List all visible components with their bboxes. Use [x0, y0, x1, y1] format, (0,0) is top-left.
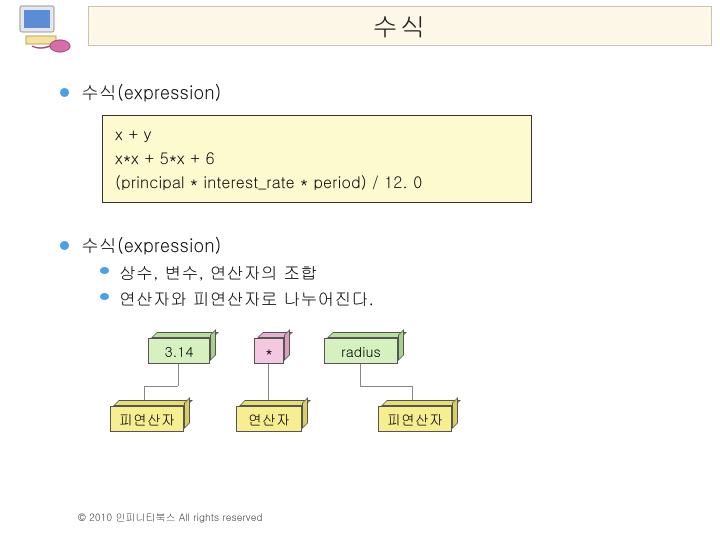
code-line: x*x + 5*x + 6 [115, 146, 519, 170]
label-text: 피연산자 [119, 409, 175, 429]
slide-title: 수식 [372, 8, 428, 44]
label-text: 피연산자 [387, 409, 443, 429]
connector-line [178, 364, 179, 386]
bullet-text-2: 수식(expression) [81, 233, 221, 258]
bullet-dot-icon [100, 267, 109, 274]
operand-box-1: 3.14 [148, 338, 210, 364]
operand-value: 3.14 [165, 341, 194, 361]
code-line: (principal * interest_rate * period) / 1… [115, 170, 519, 194]
operand-box-2: radius [324, 338, 398, 364]
code-line: x + y [115, 122, 519, 146]
bullet-text-1: 수식(expression) [81, 80, 221, 105]
bullet-dot-icon [60, 241, 69, 250]
computer-icon [10, 2, 76, 54]
operand-value: radius [341, 341, 381, 361]
operator-value: * [266, 341, 273, 361]
connector-line [360, 386, 412, 387]
label-box-operand-1: 피연산자 [110, 406, 184, 432]
label-box-operator: 연산자 [236, 406, 302, 432]
copyright-footer: © 2010 인피니티북스 All rights reserved [78, 510, 262, 524]
title-bar: 수식 [88, 6, 712, 46]
operator-box: * [254, 338, 284, 364]
sub-bullet-item: 상수, 변수, 연산자의 조합 [100, 260, 684, 284]
bullet-item-1: 수식(expression) [60, 80, 684, 105]
bullet-dot-icon [60, 88, 69, 97]
connector-line [144, 386, 178, 387]
sub-bullet-text: 연산자와 피연산자로 나누어진다. [119, 286, 374, 310]
connector-line [360, 364, 361, 386]
sub-bullet-item: 연산자와 피연산자로 나누어진다. [100, 286, 684, 310]
label-box-operand-2: 피연산자 [378, 406, 452, 432]
code-example-box: x + y x*x + 5*x + 6 (principal * interes… [102, 115, 532, 203]
slide-content: 수식(expression) x + y x*x + 5*x + 6 (prin… [0, 52, 720, 452]
bullet-item-2: 수식(expression) [60, 233, 684, 258]
sub-bullet-list: 상수, 변수, 연산자의 조합 연산자와 피연산자로 나누어진다. [100, 260, 684, 310]
slide-header: 수식 [0, 0, 720, 52]
sub-bullet-text: 상수, 변수, 연산자의 조합 [119, 260, 317, 284]
label-text: 연산자 [248, 409, 290, 429]
bullet-dot-icon [100, 293, 109, 300]
expression-diagram: 3.14 * radius 피연산자 연산자 [148, 332, 528, 452]
